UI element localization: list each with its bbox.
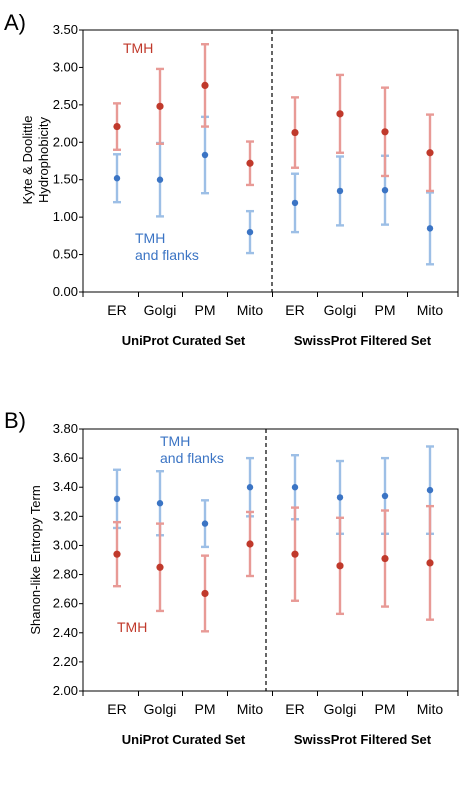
y-tick-label: 0.50: [53, 247, 78, 262]
data-point-tmh: [336, 110, 344, 118]
panel-b: B) 2.00 2.20 2.40 2.60 2.80 3.00 3.20 3.40 3.60 3.…: [4, 408, 459, 747]
plot-frame: [82, 29, 459, 293]
data-point-flank: [113, 495, 121, 503]
data-point-tmh: [336, 562, 344, 570]
x-category-label: ER: [107, 701, 126, 717]
panel-a: A) 0.00 0.50 1.00 1.50 2.00 2.50 3.00 3.50 ER Golg…: [4, 10, 459, 348]
x-category-label: Mito: [417, 701, 444, 717]
data-point-tmh: [113, 122, 121, 131]
y-tick-label: 2.00: [53, 683, 78, 698]
series-tmh: [113, 43, 434, 193]
y-tick-label: 2.60: [53, 596, 78, 611]
y-axis-label: Hydrophobicity: [36, 117, 51, 203]
y-tick-label: 2.50: [53, 97, 78, 112]
panel-label: B): [4, 408, 26, 433]
data-point-tmh: [381, 554, 389, 563]
data-point-flank: [426, 225, 434, 232]
x-category-label: ER: [107, 302, 126, 318]
group-label: UniProt Curated Set: [122, 732, 246, 747]
data-point-tmh: [201, 589, 209, 598]
data-point-flank: [113, 175, 121, 182]
y-tick-label: 3.60: [53, 450, 78, 465]
x-category-label: PM: [375, 302, 396, 318]
y-tick-label: 1.50: [53, 172, 78, 187]
annotation-tmh: TMH: [117, 619, 147, 635]
x-category-label: Golgi: [144, 302, 177, 318]
y-tick-label: 3.00: [53, 537, 78, 552]
x-category-label: PM: [375, 701, 396, 717]
y-tick-label: 2.80: [53, 567, 78, 582]
y-axis-label: Shanon-like Entropy Term: [28, 485, 43, 634]
data-point-tmh: [426, 149, 434, 157]
y-axis-label: Kyte & Doolittle: [20, 116, 35, 205]
x-category-label: Golgi: [144, 701, 177, 717]
data-point-flank: [246, 228, 254, 236]
data-point-tmh: [291, 128, 299, 137]
data-point-flank: [381, 186, 389, 194]
plot-frame: [82, 428, 459, 692]
x-category-label: PM: [195, 302, 216, 318]
data-point-tmh: [156, 102, 164, 110]
data-point-flank: [336, 494, 344, 501]
data-point-flank: [201, 151, 209, 159]
data-point-flank: [291, 484, 299, 491]
x-category-label: PM: [195, 701, 216, 717]
x-category-label: ER: [285, 701, 304, 717]
x-category-label: ER: [285, 302, 304, 318]
group-label: SwissProt Filtered Set: [294, 732, 432, 747]
y-tick-label: 2.40: [53, 625, 78, 640]
data-point-flank: [291, 199, 299, 207]
series-tmh: [113, 504, 434, 633]
data-point-flank: [246, 484, 254, 491]
data-point-flank: [201, 520, 209, 527]
y-tick-label: 3.80: [53, 421, 78, 436]
data-point-tmh: [426, 559, 434, 567]
annotation-tmh: TMH: [123, 40, 153, 56]
x-category-label: Golgi: [324, 302, 357, 318]
annotation-flank: TMH: [160, 433, 190, 449]
data-point-tmh: [246, 159, 254, 167]
y-tick-label: 2.00: [53, 134, 78, 149]
annotation-flank: and flanks: [160, 450, 224, 466]
data-point-flank: [156, 176, 164, 183]
data-point-tmh: [246, 540, 254, 548]
y-tick-label: 1.00: [53, 209, 78, 224]
x-category-label: Mito: [237, 701, 264, 717]
x-category-label: Golgi: [324, 701, 357, 717]
data-point-flank: [336, 187, 344, 195]
data-point-flank: [381, 492, 389, 500]
y-tick-label: 2.20: [53, 654, 78, 669]
y-tick-label: 3.40: [53, 479, 78, 494]
data-point-flank: [426, 486, 434, 494]
y-tick-label: 3.00: [53, 59, 78, 74]
group-label: SwissProt Filtered Set: [294, 333, 432, 348]
panel-label: A): [4, 10, 26, 35]
annotation-flank: TMH: [135, 230, 165, 246]
data-point-tmh: [201, 81, 209, 89]
data-point-tmh: [113, 550, 121, 558]
series-flank: [113, 115, 434, 266]
annotation-flank: and flanks: [135, 247, 199, 263]
y-tick-label: 0.00: [53, 284, 78, 299]
data-point-tmh: [381, 128, 389, 136]
group-label: UniProt Curated Set: [122, 333, 246, 348]
data-point-tmh: [156, 563, 164, 571]
x-category-label: Mito: [237, 302, 264, 318]
data-point-tmh: [291, 550, 299, 558]
data-point-flank: [156, 500, 164, 507]
x-category-label: Mito: [417, 302, 444, 318]
y-tick-label: 3.50: [53, 22, 78, 37]
y-tick-label: 3.20: [53, 508, 78, 523]
